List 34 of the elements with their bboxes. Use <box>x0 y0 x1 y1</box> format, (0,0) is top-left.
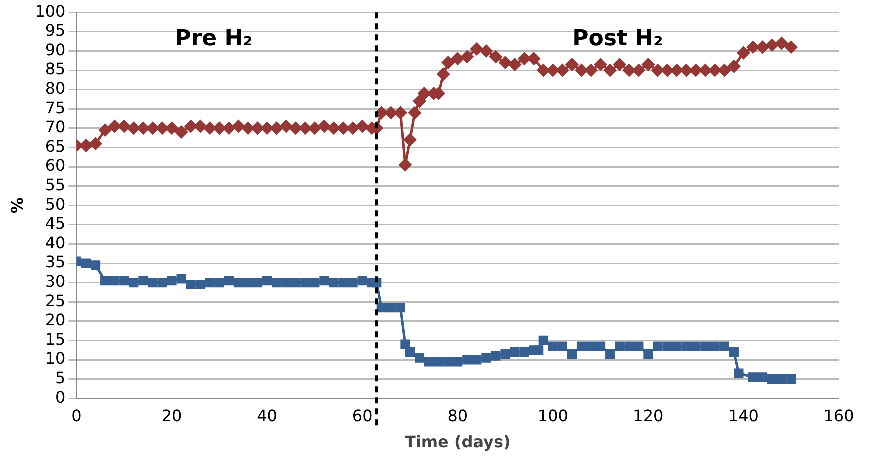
y-tick-label: 75 <box>45 98 66 118</box>
y-axis-title: % <box>8 198 27 214</box>
x-tick-label: 40 <box>257 406 278 426</box>
annotation: Pre H₂ <box>175 26 253 52</box>
x-tick-label: 140 <box>728 406 759 426</box>
y-tick-label: 15 <box>45 330 66 349</box>
x-axis-title: Time (days) <box>404 432 511 452</box>
y-tick-label: 60 <box>45 156 66 176</box>
x-tick-label: 20 <box>162 406 182 426</box>
y-tick-label: 30 <box>45 272 66 291</box>
y-tick-label: 50 <box>45 194 66 214</box>
y-tick-label: 20 <box>45 310 66 330</box>
y-tick-label: 5 <box>56 368 66 388</box>
y-tick-label: 40 <box>45 233 66 252</box>
y-tick-label: 65 <box>45 136 66 156</box>
annotation: Post H₂ <box>572 26 664 52</box>
y-tick-label: 90 <box>45 40 66 60</box>
x-tick-label: 80 <box>448 406 468 426</box>
x-tick-label: 120 <box>633 406 664 426</box>
y-tick-label: 95 <box>45 21 66 40</box>
y-tick-label: 80 <box>45 78 66 98</box>
x-tick-label: 160 <box>824 406 854 426</box>
y-tick-label: 55 <box>45 175 66 194</box>
x-tick-label: 0 <box>72 406 82 426</box>
y-tick-label: 10 <box>45 349 66 368</box>
y-tick-label: 25 <box>45 291 66 310</box>
y-tick-label: 0 <box>56 388 66 407</box>
y-tick-label: 70 <box>45 118 66 137</box>
y-tick-label: 45 <box>45 214 66 234</box>
x-tick-label: 60 <box>352 406 373 426</box>
x-tick-label: 100 <box>538 406 568 426</box>
y-tick-label: 35 <box>45 252 66 272</box>
y-tick-label: 85 <box>45 60 66 79</box>
y-tick-label: 100 <box>35 2 66 21</box>
